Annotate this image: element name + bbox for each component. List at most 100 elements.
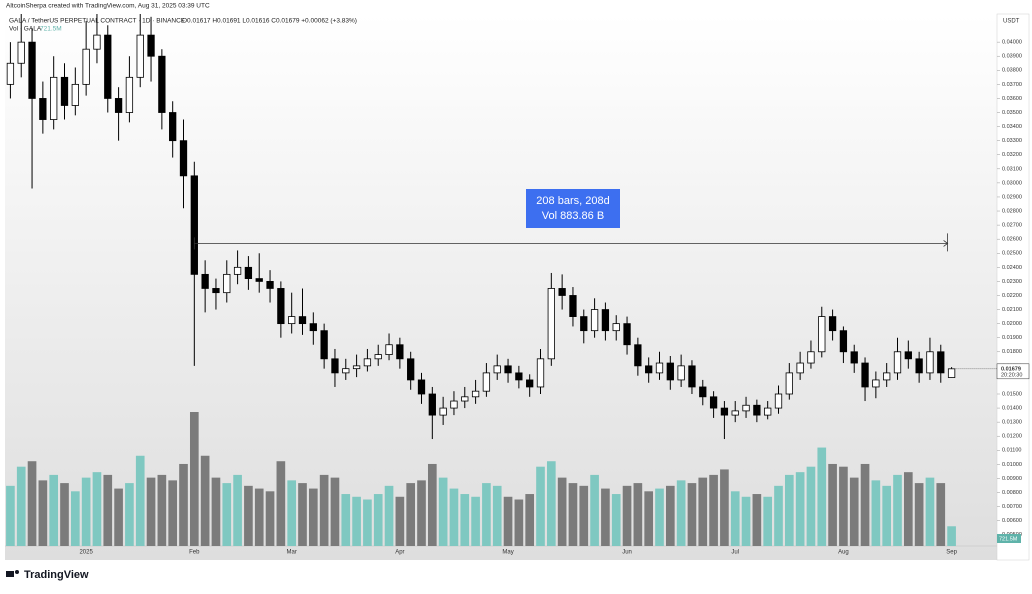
volume-bar: [222, 483, 232, 546]
volume-value: 721.5M: [40, 26, 62, 33]
y-tick-label: 0.03500: [1002, 110, 1022, 116]
volume-bar: [168, 480, 178, 546]
candle-body: [569, 295, 577, 317]
volume-bar: [763, 496, 773, 546]
candle-body: [244, 266, 253, 279]
candle-body: [764, 407, 772, 416]
candle-body: [266, 281, 274, 289]
candle-body: [612, 323, 620, 332]
y-tick-label: 0.04000: [1002, 40, 1022, 46]
volume-bar: [179, 463, 188, 546]
volume-bar: [601, 488, 610, 546]
candle-body: [709, 396, 718, 409]
candle-body: [655, 362, 664, 374]
x-tick-label: Jul: [731, 550, 739, 556]
candle-body: [212, 288, 220, 294]
volume-bar: [81, 477, 91, 546]
y-tick-label: 0.03900: [1002, 54, 1022, 60]
candle-body: [915, 358, 923, 374]
candle-body: [731, 410, 739, 416]
volume-bar: [687, 483, 697, 546]
candle-body: [417, 379, 426, 395]
volume-bar: [871, 480, 881, 546]
candle-body: [623, 323, 631, 346]
volume-bar: [817, 447, 827, 546]
volume-bar: [135, 455, 145, 546]
volume-bar: [125, 483, 134, 546]
y-tick-label: 0.00700: [1002, 504, 1022, 510]
candle-body: [439, 407, 447, 416]
volume-bar: [676, 480, 686, 546]
ohlc-text: O0.01617 H0.01691 L0.01616 C0.01679 +0.0…: [182, 18, 357, 25]
volume-bar: [16, 466, 26, 546]
candle-body: [50, 76, 58, 120]
volume-bar: [363, 499, 372, 546]
volume-bar: [806, 466, 816, 546]
volume-bar: [503, 496, 513, 546]
volume-label-box: [997, 534, 1021, 543]
candle-body: [482, 372, 491, 392]
candle-body: [223, 273, 231, 294]
measure-box: [526, 189, 620, 228]
price-axis: [996, 13, 1030, 561]
volume-bar: [417, 480, 426, 546]
candle-body: [536, 358, 545, 388]
volume-bar: [157, 474, 167, 546]
candle-body: [818, 316, 826, 353]
brand-icon-dot: [15, 570, 19, 574]
measure-volume: Vol 883.86 B: [542, 210, 604, 222]
volume-bar: [893, 474, 902, 546]
x-tick-label: Aug: [838, 550, 849, 556]
candle-layer: [6, 14, 956, 440]
candle-body: [493, 365, 501, 374]
brand: TradingView: [6, 569, 89, 581]
y-tick-label: 0.02900: [1002, 194, 1022, 200]
candle-body: [363, 358, 372, 367]
candle-body: [526, 379, 534, 388]
candle-body: [407, 358, 415, 381]
candle-body: [883, 372, 891, 381]
candle-body: [774, 393, 783, 409]
volume-bar: [49, 474, 59, 546]
candle-body: [6, 62, 15, 85]
volume-bar: [741, 496, 751, 546]
candle-body: [807, 351, 815, 364]
candle-body: [796, 362, 804, 374]
volume-bar: [784, 474, 794, 546]
volume-bar: [330, 477, 340, 546]
volume-bar: [536, 466, 545, 546]
x-tick-label: May: [502, 550, 513, 556]
candle-body: [147, 34, 155, 57]
volume-bar: [70, 491, 80, 546]
volume-bar: [622, 485, 632, 546]
y-tick-label: 0.01900: [1002, 335, 1022, 341]
y-tick-label: 0.02500: [1002, 251, 1022, 257]
candle-body: [39, 98, 47, 120]
volume-bar: [839, 466, 848, 546]
candle-body: [385, 344, 393, 355]
volume-bar: [103, 474, 113, 546]
volume-bar: [557, 477, 567, 546]
y-tick-label: 0.00900: [1002, 476, 1022, 482]
volume-bar: [849, 477, 859, 546]
candle-body: [342, 368, 350, 374]
candle-body: [504, 365, 512, 374]
volume-bar: [384, 485, 394, 546]
volume-bar: [114, 488, 123, 546]
x-tick-label: Sep: [946, 550, 957, 556]
candle-body: [428, 393, 436, 416]
candle-body: [114, 98, 123, 113]
candle-body: [742, 404, 750, 412]
volume-bar: [709, 474, 718, 546]
volume-bar: [319, 474, 329, 546]
volume-bar: [611, 494, 621, 546]
volume-bar: [914, 483, 924, 546]
measure-arrow: [943, 240, 949, 247]
volume-bar: [665, 485, 675, 546]
candle-body: [947, 368, 956, 378]
y-tick-label: 0.01300: [1002, 420, 1022, 426]
y-tick-label: 0.01100: [1002, 448, 1021, 454]
currency: USDT: [1003, 19, 1020, 25]
volume-bar: [633, 483, 643, 546]
